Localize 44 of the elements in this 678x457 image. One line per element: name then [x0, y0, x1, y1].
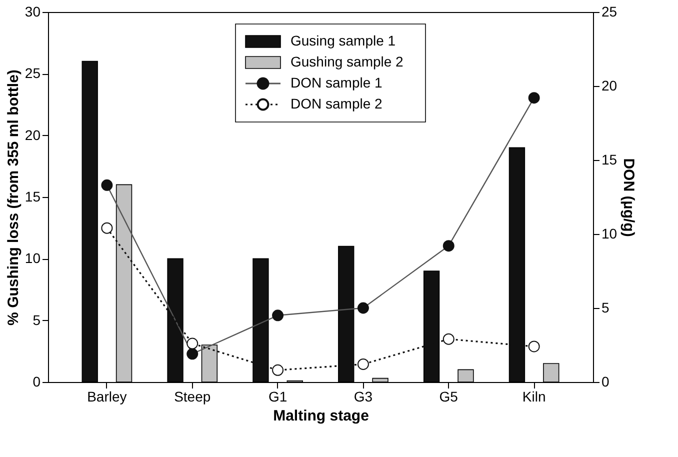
x-tick-label: G5	[439, 388, 458, 404]
legend-label: Gusing sample 1	[290, 32, 396, 48]
y2-axis-title: DON (µg/g)	[620, 158, 638, 237]
point	[186, 348, 198, 360]
y-tick-label: 30	[24, 4, 41, 20]
x-axis-title: Malting stage	[273, 408, 369, 424]
legend-label: Gushing sample 2	[290, 54, 404, 70]
point	[272, 310, 284, 322]
point	[442, 240, 454, 252]
y2-tick-label: 15	[602, 152, 618, 168]
legend-label: DON sample 1	[290, 74, 383, 90]
y-tick-label: 25	[24, 65, 41, 82]
y-axis-title: % Gushing loss (from 355 ml bottle)	[4, 70, 22, 326]
x-tick-label: Steep	[174, 388, 211, 404]
bar	[372, 378, 388, 382]
point	[528, 92, 540, 104]
y2-tick-label: 20	[602, 78, 618, 94]
point	[272, 364, 284, 376]
y2-tick-label: 10	[602, 226, 618, 242]
legend-label: DON sample 2	[290, 96, 383, 112]
y2-tick-label: 25	[602, 4, 618, 20]
y-tick-label: 0	[32, 374, 41, 390]
y-tick-label: 5	[32, 312, 41, 328]
y-tick-label: 10	[24, 250, 41, 266]
x-tick-label: G3	[354, 388, 373, 404]
point	[357, 358, 369, 370]
bar	[116, 184, 132, 382]
x-tick-label: Barley	[87, 388, 127, 404]
y2-tick-label: 0	[602, 374, 610, 390]
bar	[458, 369, 474, 382]
point	[186, 338, 198, 350]
x-tick-label: G1	[268, 388, 288, 404]
point	[528, 340, 540, 352]
y2-tick-label: 5	[602, 300, 610, 316]
y-tick-label: 20	[24, 126, 41, 143]
x-tick-label: Kiln	[522, 388, 546, 404]
y-tick-label: 15	[24, 188, 41, 204]
bar	[201, 344, 218, 382]
point	[357, 302, 369, 314]
bar	[82, 60, 98, 382]
point	[101, 179, 113, 191]
point	[442, 333, 454, 345]
bar	[543, 363, 560, 382]
point	[101, 222, 113, 234]
